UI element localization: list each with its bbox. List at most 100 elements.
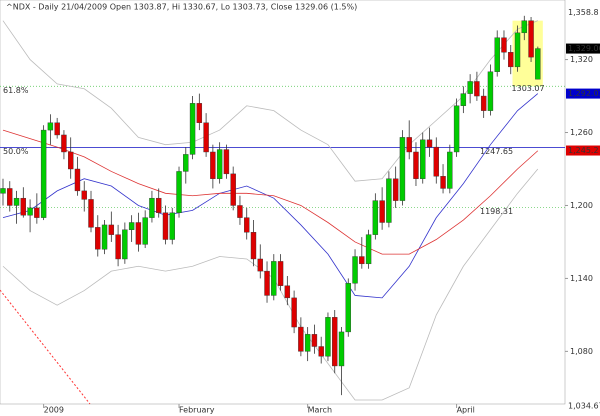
candle-body	[392, 178, 399, 201]
candle-body	[379, 200, 385, 223]
candle-body	[135, 222, 142, 245]
price-tag	[566, 43, 600, 54]
candle-body	[7, 188, 13, 206]
price-tag	[566, 401, 600, 411]
candle-body	[447, 151, 453, 189]
candle-body	[467, 81, 473, 94]
overlay-line	[2, 129, 539, 255]
candle-body	[169, 212, 175, 240]
candle-body	[250, 232, 257, 260]
price-tag	[566, 145, 600, 156]
overlay-line	[2, 20, 538, 182]
candle-body	[264, 270, 270, 296]
candle-body	[345, 283, 351, 333]
candle-body	[149, 197, 155, 218]
candle-body	[223, 149, 230, 175]
candle-body	[311, 334, 318, 347]
candle-body	[474, 81, 480, 97]
candle-body	[386, 178, 392, 223]
candle-body	[128, 222, 135, 230]
candle-body	[480, 95, 487, 111]
candle-body	[189, 103, 196, 155]
candle-body	[453, 105, 460, 153]
x-tick-label: February	[179, 406, 215, 415]
y-tick-label: 1,260	[570, 128, 593, 137]
candle-body	[359, 256, 365, 265]
candle-body	[0, 188, 6, 194]
candle-body	[413, 151, 419, 179]
candle-body	[196, 103, 203, 123]
x-tick-label: April	[457, 406, 475, 415]
candle-body	[142, 217, 148, 245]
candle-body	[47, 122, 54, 131]
candle-body	[20, 197, 27, 216]
candle-body	[332, 317, 338, 367]
level-value-label: 1198.31	[480, 207, 513, 216]
x-tick-label: 2009	[44, 406, 64, 415]
candle-body	[210, 151, 216, 179]
price-tag	[566, 7, 600, 18]
plot-area	[0, 0, 566, 405]
candle-body	[176, 171, 182, 213]
candle-body	[115, 234, 121, 260]
candle-body	[284, 285, 291, 299]
candle-body	[460, 93, 467, 106]
candle-body	[40, 129, 47, 218]
candle-body	[216, 149, 223, 179]
candle-body	[487, 71, 494, 111]
level-label: 61.8%	[3, 86, 29, 95]
candle-body	[399, 137, 406, 201]
candle-body	[365, 234, 372, 265]
candle-body	[34, 207, 40, 218]
candle-body	[304, 334, 311, 352]
candle-body	[406, 137, 412, 153]
price-tag-label: 1,245.2	[568, 146, 599, 155]
candle-body	[426, 139, 433, 148]
candle-body	[372, 200, 379, 235]
candle-body	[318, 346, 324, 357]
price-tag-label: 1,034.67	[568, 402, 600, 411]
candle-body	[521, 20, 527, 34]
trend-line	[0, 289, 91, 405]
candle-body	[338, 331, 345, 367]
candle-body	[291, 297, 297, 328]
price-tag	[566, 88, 600, 99]
candle-body	[244, 217, 250, 233]
candle-body	[528, 20, 534, 58]
candle-body	[494, 37, 500, 72]
candle-body	[54, 122, 60, 136]
candle-body	[156, 197, 162, 213]
candle-body	[162, 212, 169, 240]
candle-body	[74, 168, 81, 192]
candle-body	[420, 139, 426, 179]
candle-body	[271, 261, 277, 296]
price-tag-label: 1,292.03	[568, 89, 600, 98]
candle-body	[13, 197, 20, 206]
candle-body	[433, 146, 439, 177]
candle-body	[81, 190, 87, 200]
candle-body	[27, 207, 33, 216]
candle-body	[61, 134, 67, 153]
candle-body	[440, 176, 446, 189]
candle-body	[535, 48, 541, 80]
price-tag-label: 1,358.8	[568, 8, 599, 17]
candle-body	[237, 205, 243, 218]
candle-body	[88, 199, 94, 228]
y-tick-label: 1,140	[570, 274, 593, 283]
level-label: 50.0%	[3, 147, 29, 156]
candle-body	[257, 258, 263, 272]
candle-body	[325, 317, 331, 357]
candle-body	[514, 32, 521, 68]
candle-body	[352, 256, 358, 284]
price-tag-label: 1,329.06	[568, 44, 600, 53]
candle-body	[508, 52, 514, 68]
candle-body	[298, 326, 304, 352]
candle-body	[95, 227, 101, 250]
candle-body	[277, 261, 284, 286]
highlight-note: 1303.07	[512, 84, 545, 93]
candle-body	[122, 229, 128, 260]
x-tick-label: March	[308, 406, 332, 415]
candle-body	[101, 224, 108, 250]
y-tick-label: 1,200	[570, 201, 593, 210]
